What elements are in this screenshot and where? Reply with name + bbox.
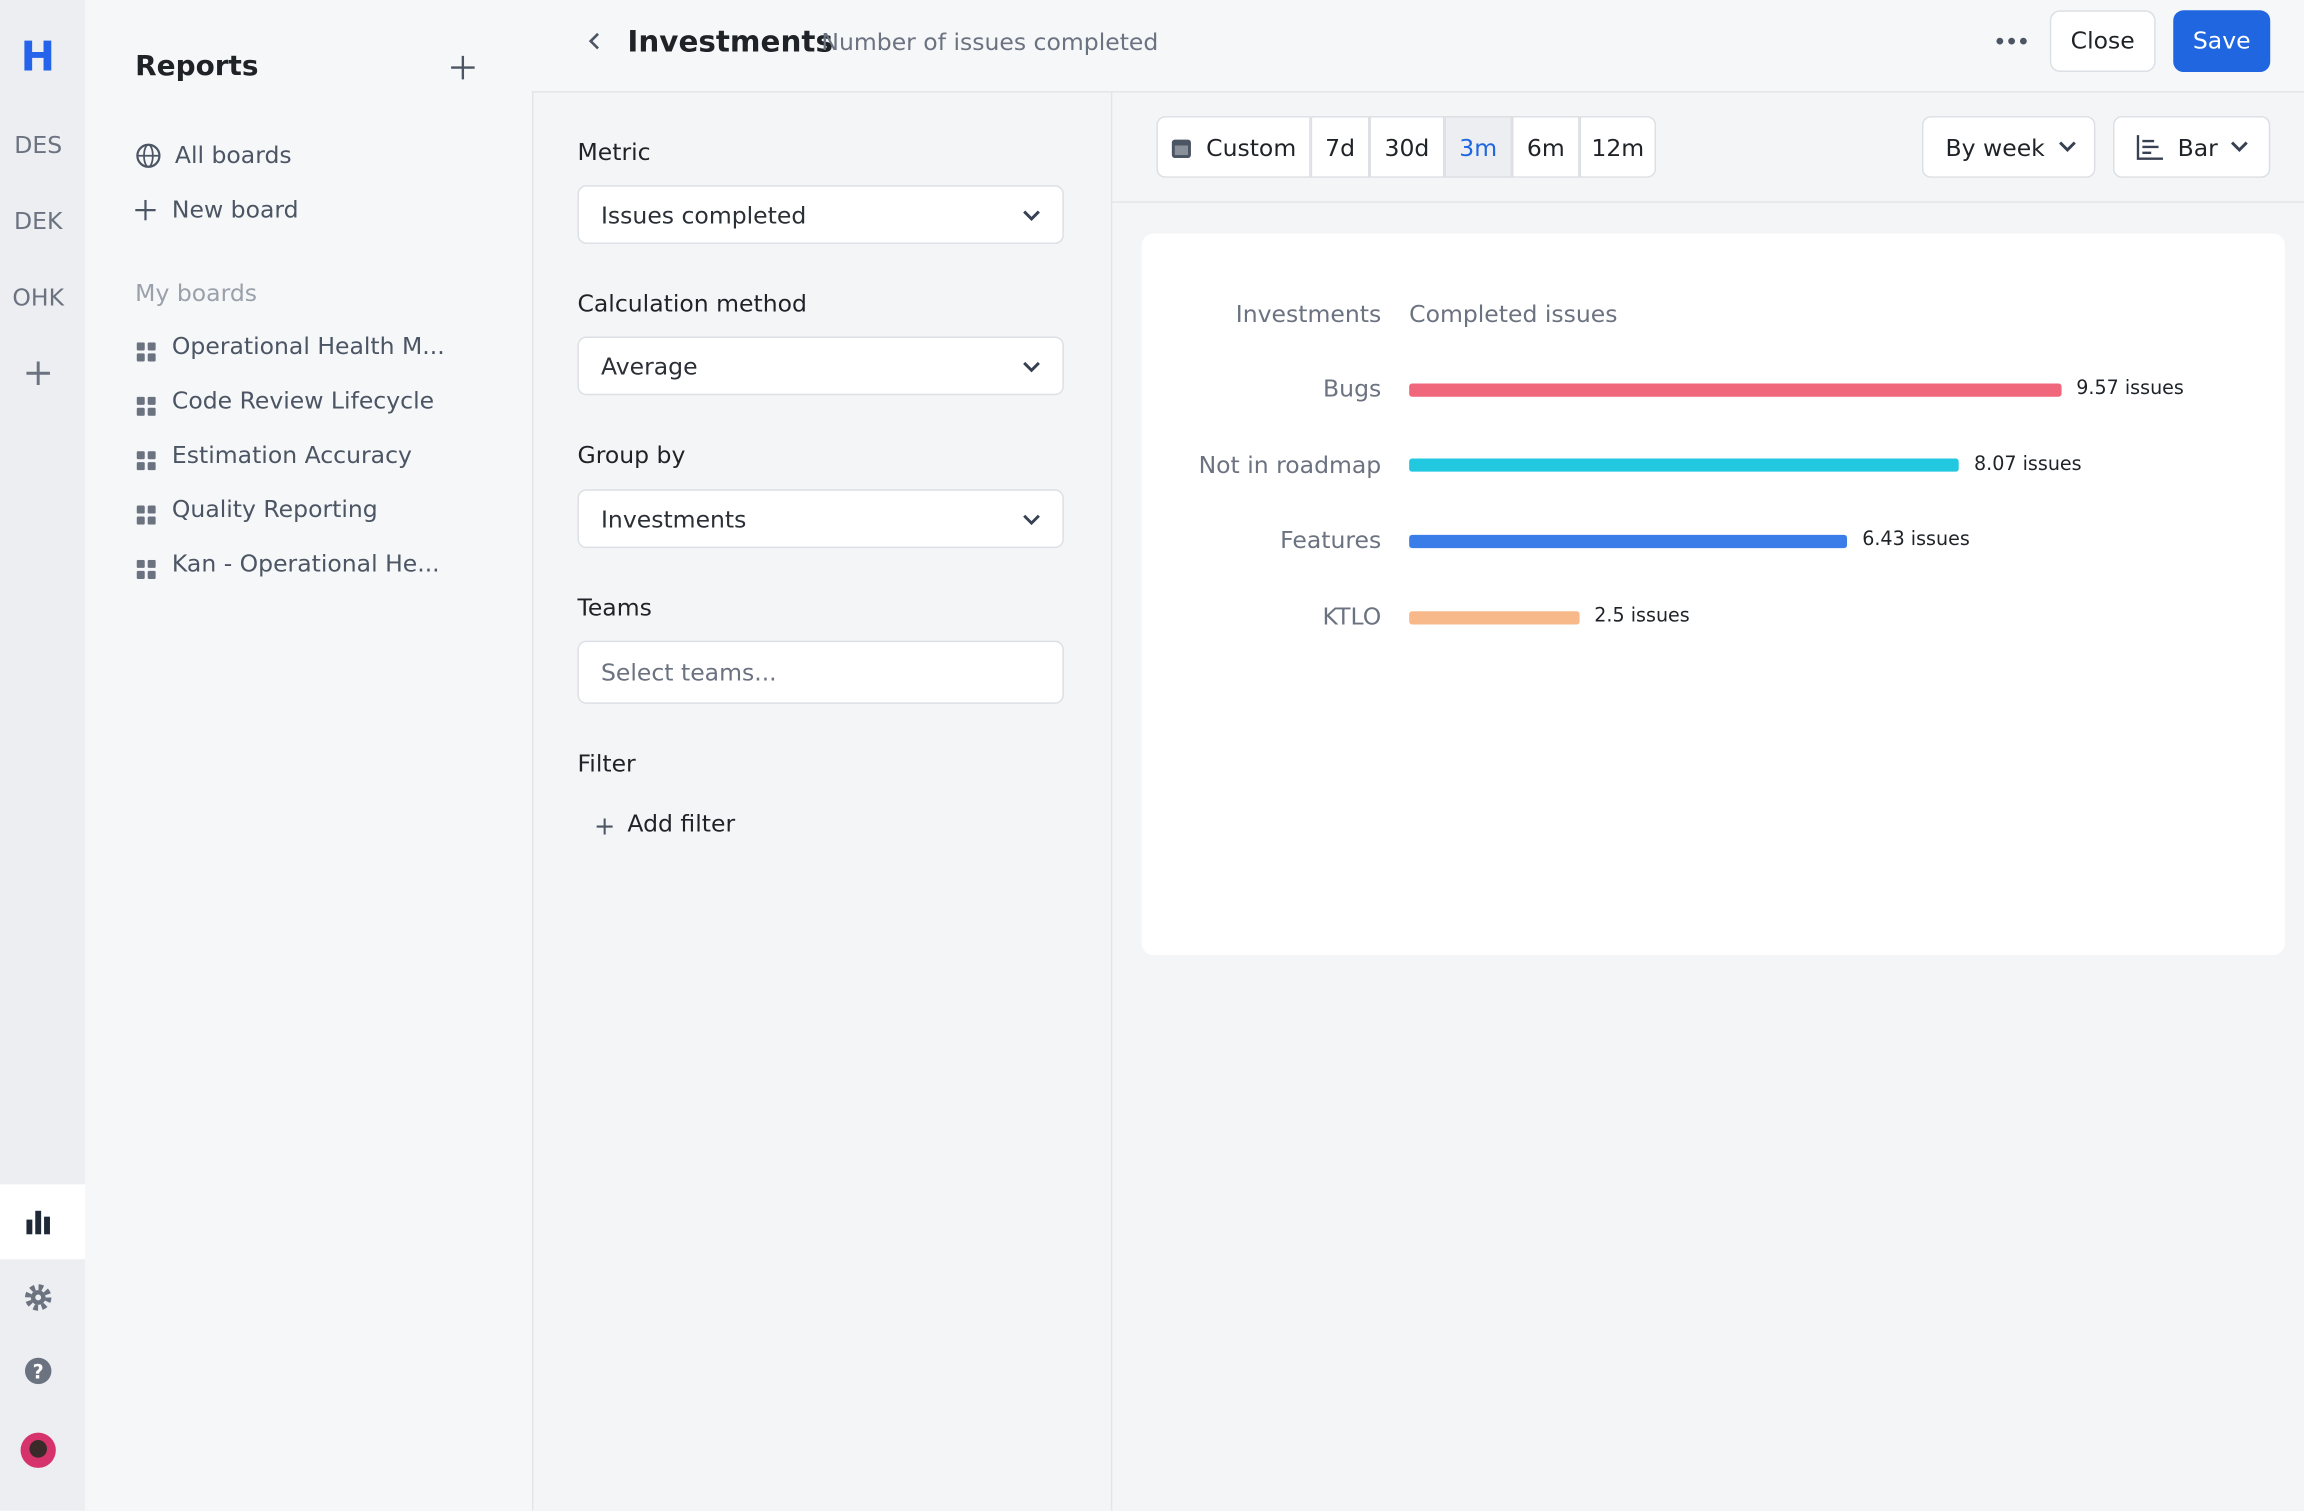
board-icon bbox=[136, 394, 156, 416]
range-label: 30d bbox=[1384, 132, 1430, 161]
board-item[interactable]: Operational Health M... bbox=[171, 332, 445, 361]
value-label: 9.57 issues bbox=[2076, 377, 2184, 400]
field-label: Filter bbox=[577, 749, 636, 778]
plus-icon bbox=[596, 818, 613, 835]
value-header: Completed issues bbox=[1409, 299, 1618, 328]
grid-icon bbox=[136, 396, 156, 416]
board-item[interactable]: Kan - Operational He... bbox=[171, 549, 440, 578]
select-value: Investments bbox=[600, 505, 747, 534]
more[interactable] bbox=[1995, 35, 2027, 47]
grid-icon bbox=[136, 505, 156, 525]
board-item[interactable]: Quality Reporting bbox=[171, 495, 378, 524]
chart-type-select[interactable]: Bar bbox=[2112, 116, 2271, 178]
workspace[interactable]: DES bbox=[14, 130, 63, 159]
field-label: Teams bbox=[577, 593, 652, 622]
category-label: Features bbox=[1280, 526, 1382, 555]
logo[interactable]: H bbox=[20, 32, 56, 81]
range-label: Custom bbox=[1206, 132, 1297, 161]
select-value: By week bbox=[1945, 132, 2045, 161]
range-label: 7d bbox=[1325, 132, 1356, 161]
board-icon bbox=[136, 557, 156, 579]
add-filter[interactable]: Add filter bbox=[627, 809, 736, 838]
select-value: Bar bbox=[2177, 132, 2218, 161]
board-icon bbox=[136, 448, 156, 471]
value-label: 2.5 issues bbox=[1594, 605, 1690, 628]
bar-icon bbox=[2136, 135, 2163, 160]
chevron bbox=[1023, 361, 1040, 373]
grid-icon bbox=[136, 342, 156, 362]
interval-select[interactable]: By week bbox=[1921, 116, 2096, 178]
rail: H DES DEK OHK ? bbox=[0, 0, 86, 1511]
chevron bbox=[1023, 210, 1040, 222]
board-icon bbox=[136, 339, 156, 362]
report-subtitle: Number of issues completed bbox=[821, 27, 1159, 56]
bar bbox=[1409, 534, 1848, 548]
placeholder: Select teams... bbox=[600, 658, 777, 687]
field-label: Calculation method bbox=[577, 289, 807, 318]
range-option[interactable]: 12m bbox=[1579, 116, 1657, 178]
panel-title: Reports bbox=[135, 49, 259, 83]
plus-icon bbox=[135, 199, 156, 221]
board-item[interactable]: Code Review Lifecycle bbox=[171, 386, 435, 415]
value-label: 8.07 issues bbox=[1974, 453, 2082, 476]
metric-select[interactable]: Issues completed bbox=[577, 185, 1064, 244]
calc-select[interactable]: Average bbox=[577, 336, 1064, 396]
close-button[interactable]: Close bbox=[2049, 10, 2156, 73]
range-option[interactable]: 3m bbox=[1444, 116, 1513, 178]
chevron bbox=[2058, 141, 2076, 152]
field-label: Group by bbox=[577, 440, 686, 469]
avatar[interactable] bbox=[19, 1431, 57, 1469]
all-boards[interactable]: All boards bbox=[174, 141, 292, 169]
bar bbox=[1409, 610, 1580, 624]
range-label: 6m bbox=[1526, 132, 1565, 161]
board-icon bbox=[136, 503, 156, 525]
chevron bbox=[1023, 514, 1040, 526]
svg-text:?: ? bbox=[33, 1360, 44, 1383]
select-value: Average bbox=[600, 352, 698, 381]
chevron bbox=[2231, 141, 2249, 152]
section-label: My boards bbox=[135, 279, 258, 308]
new-board[interactable]: New board bbox=[171, 195, 299, 224]
bar bbox=[1409, 382, 2062, 397]
workspace[interactable]: OHK bbox=[12, 283, 65, 312]
save-button[interactable]: Save bbox=[2173, 10, 2271, 73]
report-title: Investments bbox=[627, 23, 833, 59]
reports-icon[interactable] bbox=[25, 1209, 51, 1235]
range-option[interactable]: Custom bbox=[1156, 116, 1311, 178]
grid-icon bbox=[136, 451, 156, 471]
range-option[interactable]: 30d bbox=[1369, 116, 1445, 178]
field-label: Metric bbox=[577, 138, 651, 167]
range-label: 3m bbox=[1459, 132, 1498, 161]
add-board[interactable] bbox=[450, 54, 476, 80]
calendar-icon bbox=[1171, 138, 1191, 158]
header bbox=[531, 0, 2304, 93]
bar bbox=[1409, 458, 1960, 472]
grid-icon bbox=[136, 559, 156, 579]
back[interactable] bbox=[586, 31, 604, 52]
range-label: 12m bbox=[1591, 132, 1645, 161]
board-item[interactable]: Estimation Accuracy bbox=[171, 440, 412, 469]
divider bbox=[1110, 92, 1113, 1511]
range-option[interactable]: 7d bbox=[1310, 116, 1370, 178]
category-header: Investments bbox=[1235, 299, 1382, 328]
category-label: Bugs bbox=[1323, 374, 1382, 403]
category-label: Not in roadmap bbox=[1198, 450, 1382, 479]
nav-active bbox=[0, 1184, 86, 1260]
workspace[interactable]: DEK bbox=[14, 207, 63, 236]
chart-card bbox=[1141, 233, 2285, 956]
range-option[interactable]: 6m bbox=[1512, 116, 1580, 178]
select-value: Issues completed bbox=[600, 201, 807, 230]
divider bbox=[1112, 201, 2304, 203]
category-label: KTLO bbox=[1322, 602, 1382, 631]
add-workspace[interactable] bbox=[25, 360, 51, 386]
settings-icon[interactable] bbox=[24, 1283, 53, 1312]
group-select[interactable]: Investments bbox=[577, 489, 1064, 549]
teams-input[interactable]: Select teams... bbox=[577, 640, 1064, 704]
help-icon[interactable]: ? bbox=[24, 1356, 53, 1385]
globe-icon bbox=[136, 143, 161, 168]
value-label: 6.43 issues bbox=[1862, 529, 1970, 552]
reports-panel bbox=[85, 0, 534, 1511]
